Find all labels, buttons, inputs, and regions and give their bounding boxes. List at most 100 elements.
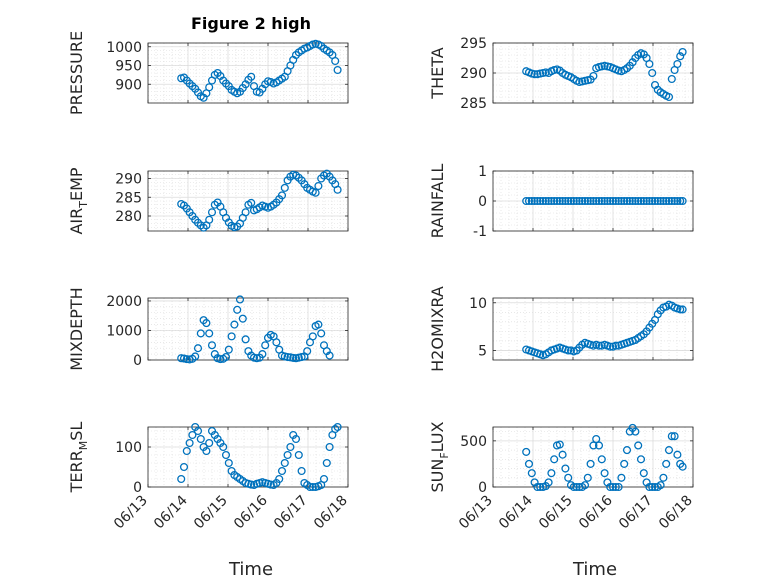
data-point bbox=[230, 320, 239, 329]
y-axis-label: H2OMIXRA bbox=[428, 286, 447, 372]
data-point bbox=[555, 196, 564, 206]
data-point bbox=[233, 305, 242, 314]
x-axis-label-left: Time bbox=[228, 559, 273, 580]
data-point bbox=[308, 332, 317, 341]
data-point bbox=[533, 482, 542, 492]
data-point bbox=[678, 462, 687, 471]
data-point bbox=[670, 432, 679, 441]
subplot-air_temp: 280 285 290 AIRTEMP bbox=[67, 167, 349, 235]
data-point bbox=[552, 196, 562, 206]
data-point bbox=[538, 196, 548, 206]
data-point bbox=[589, 71, 598, 81]
y-tick-label: 500 bbox=[460, 434, 487, 450]
data-point bbox=[191, 352, 200, 361]
data-point bbox=[202, 319, 211, 328]
data-point bbox=[673, 59, 682, 69]
subplot-mixdepth: 0 1000 2000 MIXDEPTH bbox=[67, 287, 349, 371]
data-point bbox=[564, 196, 573, 206]
figure-title: Figure 2 high bbox=[191, 14, 311, 33]
data-point bbox=[667, 74, 676, 84]
subplot-theta: 285 290 295 THETA bbox=[428, 36, 694, 112]
data-point bbox=[238, 314, 247, 323]
data-point bbox=[667, 196, 676, 206]
data-point bbox=[606, 196, 615, 206]
data-point bbox=[592, 434, 601, 444]
data-point bbox=[221, 450, 231, 460]
y-axis-label: THETA bbox=[428, 47, 447, 99]
data-point bbox=[622, 196, 632, 206]
data-point bbox=[235, 295, 245, 304]
data-point bbox=[202, 446, 211, 456]
axes-box bbox=[147, 170, 349, 232]
data-point bbox=[258, 350, 267, 359]
data-point bbox=[289, 353, 298, 362]
data-point bbox=[620, 459, 629, 468]
data-point bbox=[583, 196, 592, 206]
data-point bbox=[608, 482, 618, 492]
y-tick-label: 295 bbox=[460, 36, 487, 52]
data-point bbox=[555, 440, 564, 449]
data-point bbox=[247, 198, 256, 207]
y-axis-label: RAINFALL bbox=[428, 164, 447, 239]
data-point bbox=[648, 68, 657, 78]
data-point bbox=[333, 65, 342, 75]
data-point bbox=[550, 196, 559, 206]
data-point bbox=[297, 466, 306, 476]
data-point bbox=[606, 342, 615, 351]
data-point bbox=[594, 196, 604, 206]
y-tick-label: 1000 bbox=[106, 323, 142, 339]
data-point bbox=[277, 191, 287, 200]
data-point bbox=[272, 338, 281, 347]
y-tick-label: 0 bbox=[133, 353, 142, 369]
data-point bbox=[625, 196, 634, 206]
data-point bbox=[611, 196, 620, 206]
data-point bbox=[530, 196, 539, 206]
axes-box bbox=[492, 426, 694, 488]
data-point bbox=[530, 70, 539, 79]
data-point bbox=[580, 481, 590, 490]
data-point bbox=[527, 469, 536, 478]
data-point bbox=[645, 482, 654, 492]
data-point bbox=[280, 183, 289, 192]
data-point bbox=[594, 441, 604, 450]
y-tick-label: 950 bbox=[115, 59, 142, 75]
y-tick-label: -1 bbox=[473, 224, 487, 240]
data-point bbox=[608, 196, 618, 206]
data-point bbox=[266, 480, 275, 489]
data-point bbox=[188, 430, 197, 440]
data-point bbox=[628, 196, 637, 206]
data-point bbox=[597, 196, 606, 206]
data-point bbox=[305, 482, 315, 492]
data-point bbox=[303, 347, 312, 356]
data-point bbox=[622, 446, 632, 455]
data-point bbox=[547, 469, 556, 478]
data-point bbox=[205, 83, 214, 92]
data-point bbox=[207, 341, 217, 350]
data-point bbox=[241, 208, 250, 217]
data-point bbox=[333, 185, 342, 194]
data-point bbox=[317, 329, 326, 338]
data-point bbox=[645, 196, 654, 206]
data-point bbox=[603, 196, 612, 206]
y-tick-label: 0 bbox=[133, 480, 142, 496]
data-point bbox=[566, 196, 576, 206]
y-axis-label: PRESSURE bbox=[67, 31, 86, 115]
data-point bbox=[614, 482, 623, 492]
subplot-pressure: 900 950 1000 PRESSURE bbox=[67, 31, 349, 115]
data-point bbox=[533, 196, 542, 206]
data-point bbox=[659, 196, 668, 206]
data-point bbox=[294, 450, 303, 460]
data-point bbox=[193, 344, 203, 353]
data-point bbox=[678, 196, 687, 206]
data-point bbox=[617, 196, 626, 206]
y-tick-label: 100 bbox=[115, 440, 142, 456]
y-tick-label: 2000 bbox=[106, 294, 142, 310]
data-point bbox=[667, 432, 676, 441]
data-point bbox=[177, 474, 186, 484]
subplot-rainfall: -1 0 1 RAINFALL bbox=[428, 164, 694, 240]
data-point bbox=[205, 438, 214, 448]
data-point bbox=[656, 196, 665, 206]
data-point bbox=[325, 351, 334, 360]
data-point bbox=[224, 345, 233, 354]
data-point bbox=[524, 459, 534, 468]
